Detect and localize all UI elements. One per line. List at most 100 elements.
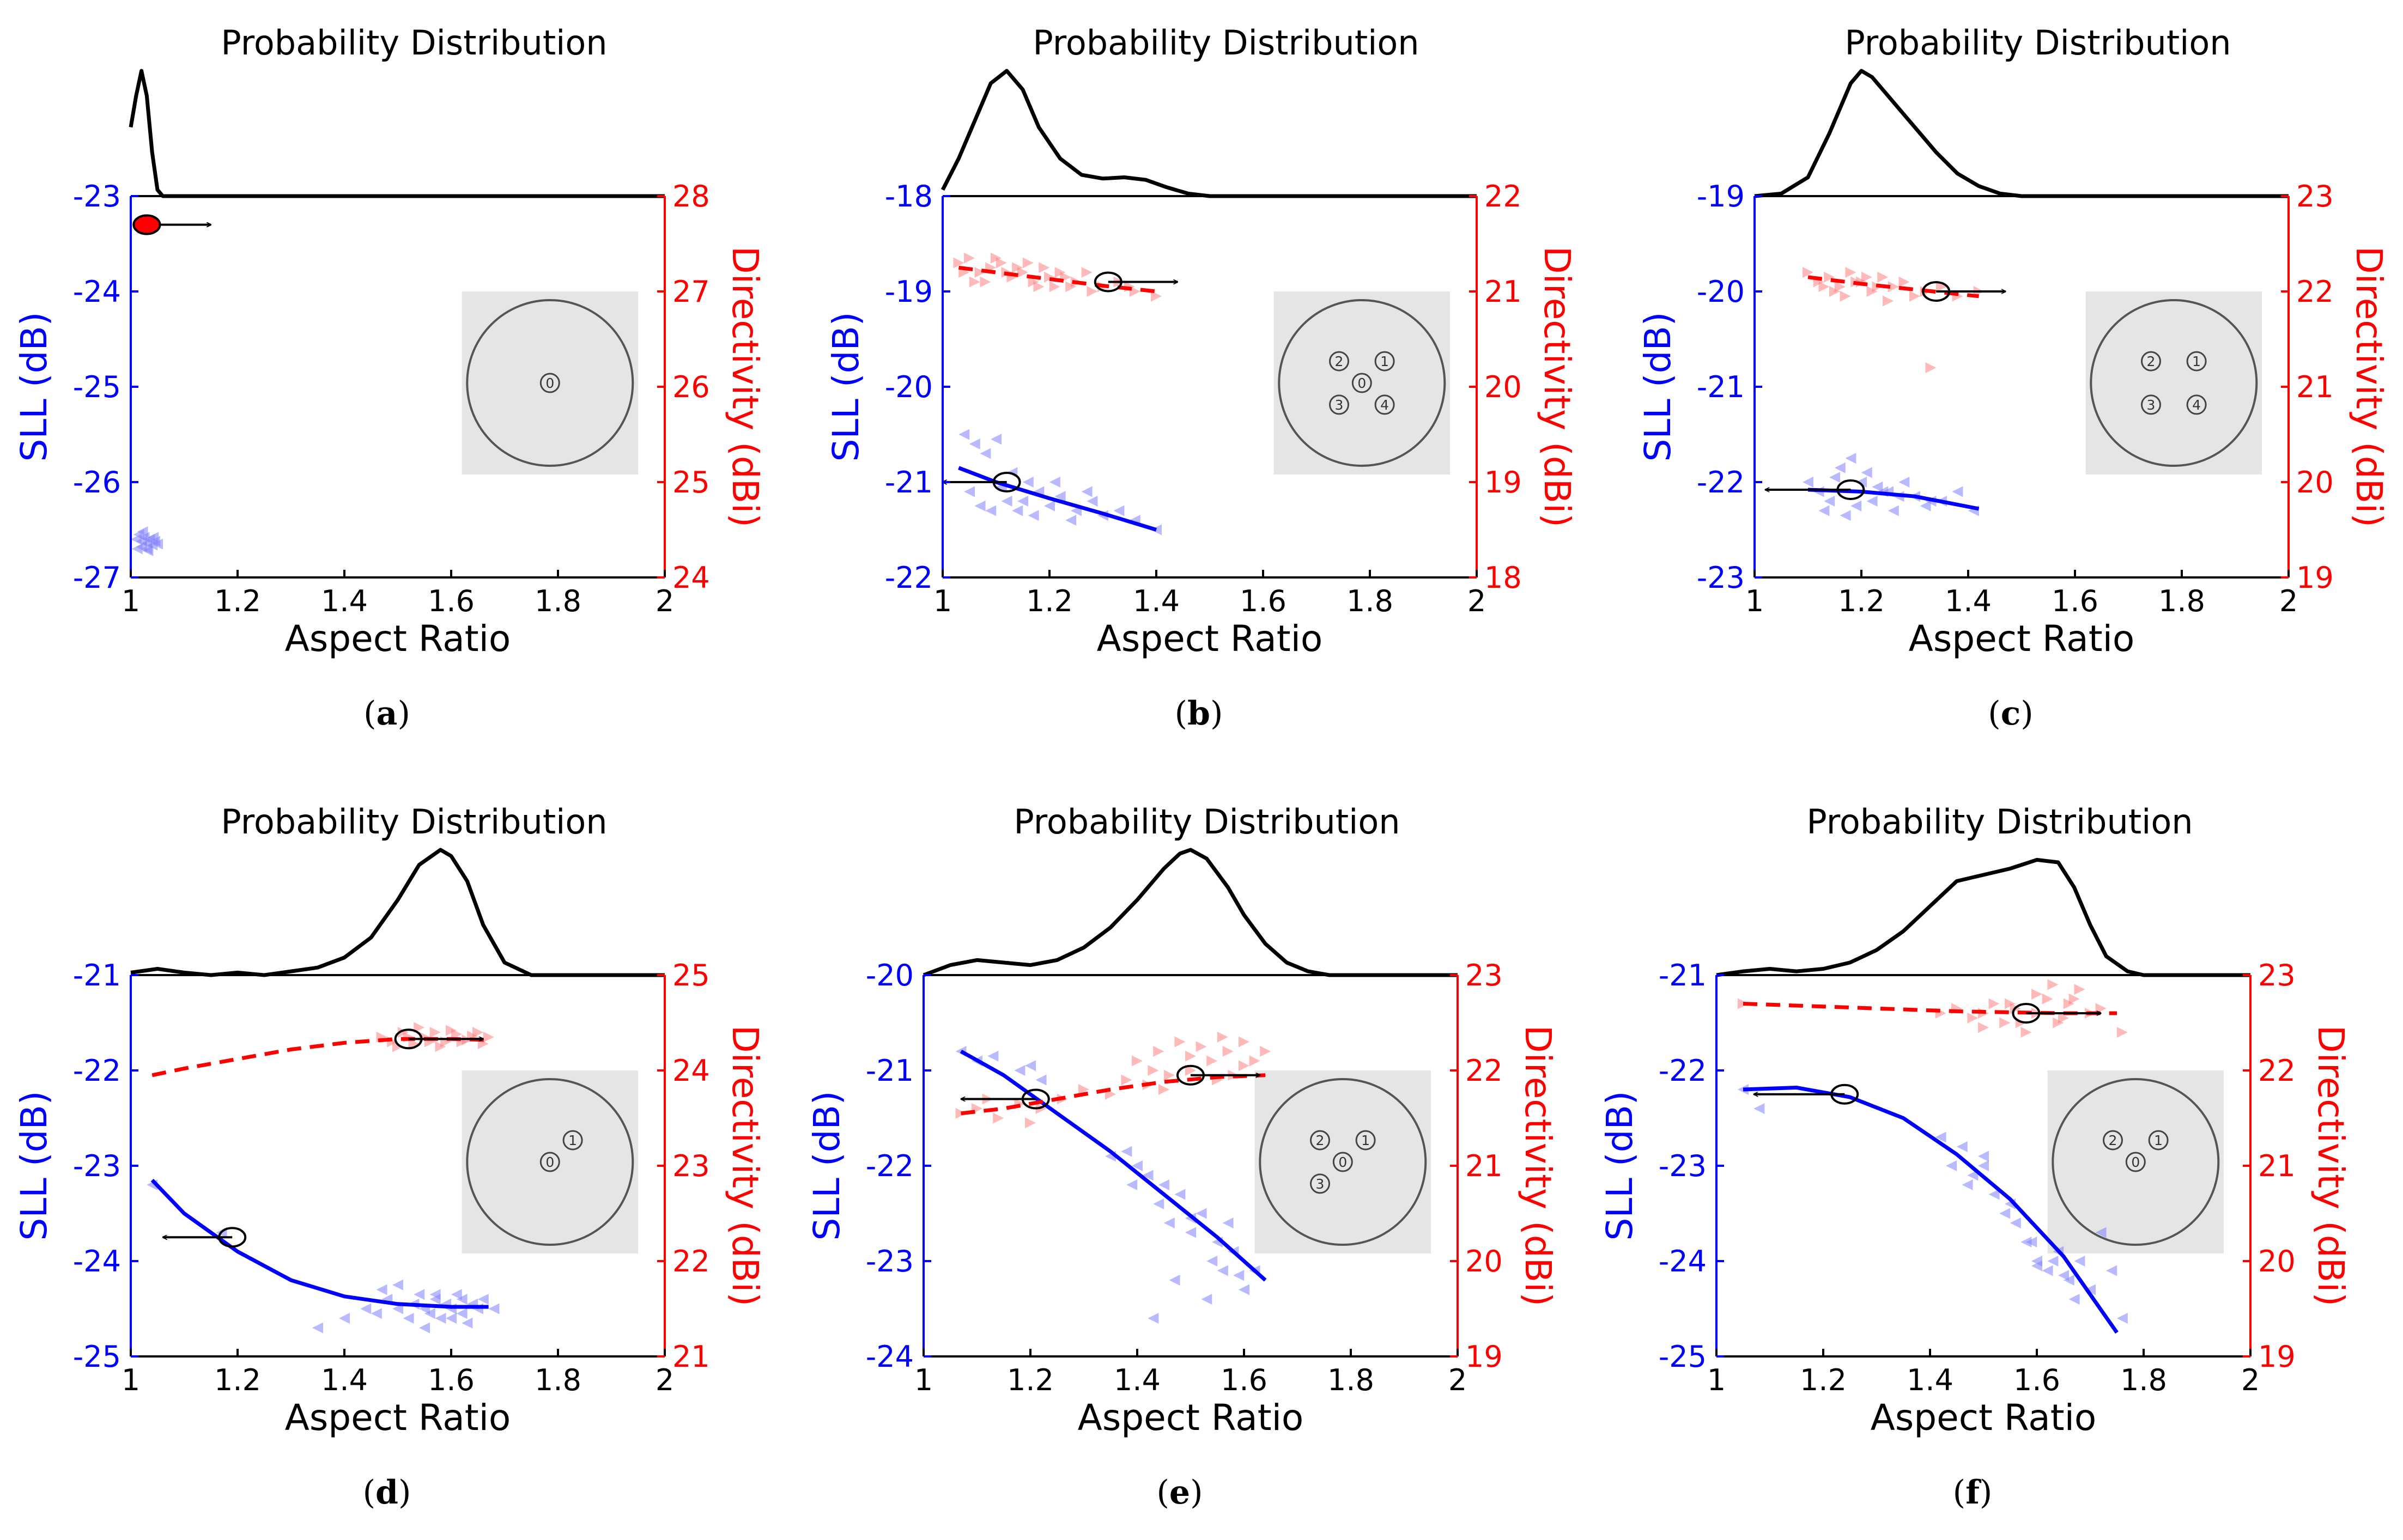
directivity-axis-marker: [132, 214, 161, 235]
sll-point: [392, 1279, 403, 1291]
sll-point: [1054, 491, 1066, 502]
sll-point: [1935, 1131, 1946, 1143]
sll-point: [980, 448, 991, 459]
pdf-curve: [923, 848, 1458, 977]
directivity-point: [1121, 1074, 1132, 1086]
sll-point: [2058, 1270, 2069, 1281]
directivity-point: [1249, 1055, 1260, 1067]
directivity-point: [1158, 1084, 1169, 1095]
directivity-point: [1978, 1022, 1989, 1033]
x-tick-label: 1.8: [535, 584, 581, 618]
y-left-tick-label: -24: [73, 275, 121, 309]
directivity-point: [2020, 1027, 2032, 1038]
x-tick-label: 1.6: [428, 584, 475, 618]
x-tick-label: 1.4: [1114, 1363, 1161, 1397]
sll-point: [131, 543, 143, 555]
directivity-point: [1824, 271, 1835, 283]
sll-point: [456, 1294, 468, 1305]
y-right-tick-label: 18: [1484, 561, 1522, 595]
y-right-tick-label: 27: [672, 275, 710, 309]
sll-point: [1861, 467, 1872, 478]
directivity-point: [1044, 271, 1055, 283]
sll-point: [1169, 1275, 1180, 1286]
x-axis-label: Aspect Ratio: [1871, 1397, 2097, 1439]
sll-point: [964, 486, 975, 497]
x-tick-label: 1: [914, 1363, 933, 1397]
y-right-tick-label: 20: [1484, 370, 1522, 404]
x-tick-label: 1.2: [214, 584, 261, 618]
pdf-curve: [130, 848, 665, 977]
caption-paren-open: (: [363, 695, 376, 733]
x-tick-label: 1.8: [535, 1363, 581, 1397]
y-right-tick-label: 19: [1465, 1340, 1503, 1374]
sll-point: [1001, 496, 1012, 507]
sll-points: [958, 429, 1162, 535]
inset-element-0: [539, 1152, 560, 1172]
y-right-tick-label: 23: [1465, 958, 1503, 993]
sll-point: [371, 1308, 382, 1319]
sll-point: [1952, 486, 1963, 497]
directivity-axis-marker: [1094, 271, 1122, 293]
x-tick-label: 1.4: [1907, 1363, 1953, 1397]
sll-point: [339, 1313, 350, 1324]
x-tick-label: 1: [933, 584, 952, 618]
directivity-point: [993, 1112, 1004, 1124]
sll-point: [1049, 477, 1060, 488]
array-inset: 01 2: [2047, 1070, 2224, 1253]
inset-background: [1254, 1070, 1431, 1253]
sll-point: [419, 1322, 430, 1334]
sll-point: [1962, 1179, 1973, 1190]
y-axis-label-left: SLL (dB): [1599, 1091, 1641, 1240]
y-right-tick-label: 24: [672, 1054, 710, 1088]
y-left-tick-label: -23: [866, 1244, 914, 1279]
directivity-point: [1239, 1060, 1249, 1072]
x-tick-label: 1.2: [1007, 1363, 1054, 1397]
sll-fit-line: [150, 1178, 489, 1309]
pdf-curve: [940, 69, 1477, 198]
sll-point: [1174, 1189, 1186, 1200]
inset-aperture-circle: [466, 299, 634, 467]
subfigure-caption: (e): [1156, 1474, 1203, 1512]
sll-point: [991, 434, 1002, 445]
x-axis-label: Aspect Ratio: [285, 1397, 511, 1439]
inset-element-label: 2: [1335, 354, 1344, 369]
directivity-point: [1151, 290, 1162, 302]
sll-point: [1022, 477, 1034, 488]
y-left-tick-label: -25: [73, 1340, 121, 1374]
sll-point: [1834, 462, 1846, 473]
directivity-point: [1909, 290, 1920, 302]
sll-point: [1012, 505, 1023, 516]
y-left-tick-label: -21: [73, 958, 121, 993]
caption-letter: e: [1169, 1474, 1190, 1512]
directivity-point: [1025, 1117, 1036, 1129]
inset-element-3: [1310, 1173, 1331, 1194]
directivity-point: [1049, 281, 1060, 293]
sll-point: [1148, 1313, 1159, 1324]
sll-point: [1888, 505, 1899, 516]
sll-point: [360, 1303, 372, 1314]
sll-point: [969, 439, 980, 449]
array-inset: 01: [462, 1070, 638, 1253]
directivity-axis-marker: [2012, 1003, 2041, 1024]
pdf-curve: [1754, 69, 2289, 198]
y-left-tick-label: -21: [885, 465, 933, 500]
inset-element-label: 4: [2192, 397, 2201, 413]
x-tick-label: 1: [122, 1363, 140, 1397]
inset-element-1: [2186, 351, 2207, 372]
sll-point: [1866, 496, 1878, 507]
directivity-point: [1239, 1036, 1249, 1048]
y-left-tick-label: -24: [1659, 1244, 1707, 1279]
directivity-point: [1087, 286, 1098, 297]
sll-point: [376, 1284, 387, 1295]
sll-point: [2031, 1260, 2042, 1271]
sll-point: [1065, 515, 1077, 526]
y-left-tick-label: -22: [1697, 465, 1745, 500]
sll-point: [2047, 1256, 2059, 1267]
directivity-fit-line: [1807, 275, 1979, 299]
y-right-tick-label: 20: [1465, 1244, 1503, 1279]
sll-point: [1142, 1170, 1154, 1181]
y-left-tick-label: -25: [1659, 1340, 1707, 1374]
y-left-tick-label: -25: [73, 370, 121, 404]
inset-element-1: [562, 1130, 583, 1151]
